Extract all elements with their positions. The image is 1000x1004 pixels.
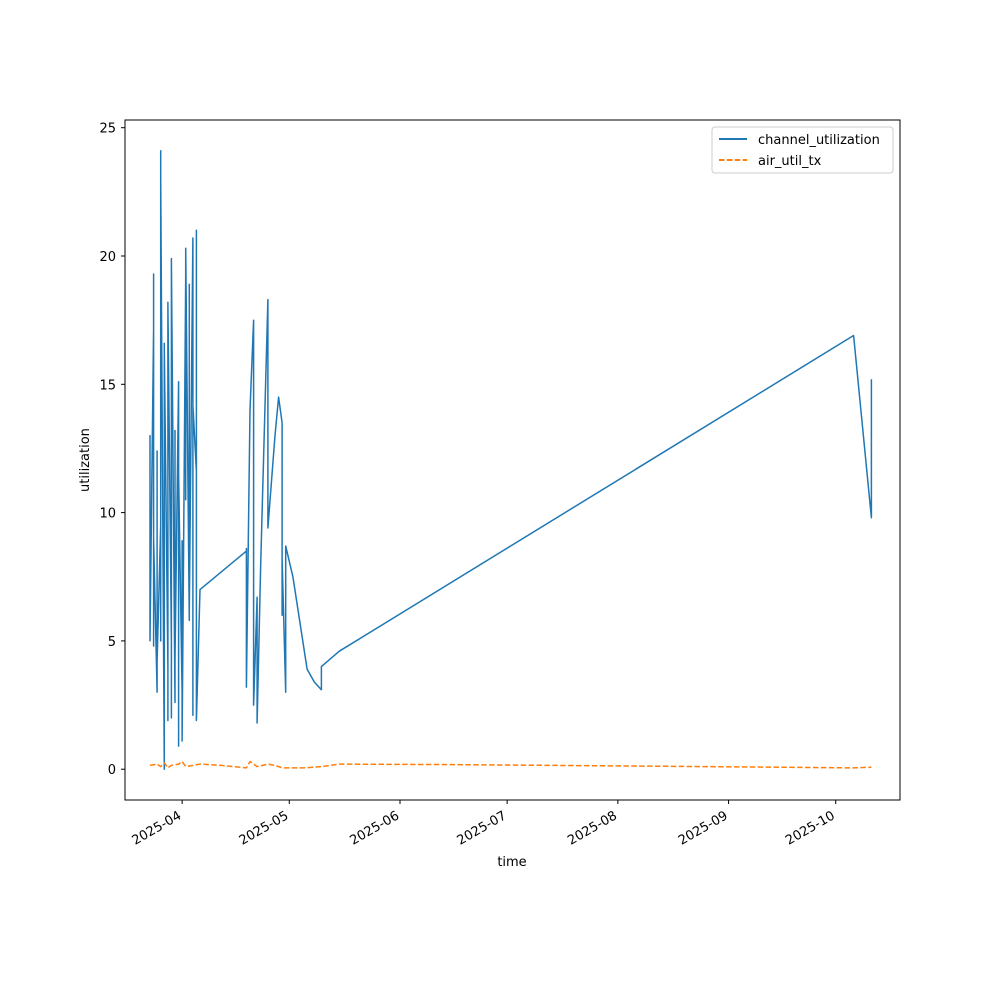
y-tick-label: 5 xyxy=(108,635,116,650)
legend-label-air-util-tx: air_util_tx xyxy=(758,154,822,169)
y-axis: 0 5 10 15 20 25 xyxy=(99,122,125,778)
series-line-air-util-tx xyxy=(149,760,872,769)
legend: channel_utilization air_util_tx xyxy=(711,126,894,174)
series-layer xyxy=(149,150,873,770)
series-line-channel-utilization xyxy=(149,150,873,770)
y-tick-label: 20 xyxy=(99,250,116,265)
x-axis-label: time xyxy=(497,855,526,870)
legend-box xyxy=(711,126,894,174)
legend-label-channel-utilization: channel_utilization xyxy=(758,133,880,148)
y-tick-label: 10 xyxy=(99,507,116,522)
y-tick-label: 25 xyxy=(99,122,116,137)
y-tick-label: 15 xyxy=(99,378,116,393)
plot-frame xyxy=(124,119,901,801)
y-tick-label: 0 xyxy=(108,763,116,778)
y-axis-label: utilization xyxy=(78,428,93,492)
